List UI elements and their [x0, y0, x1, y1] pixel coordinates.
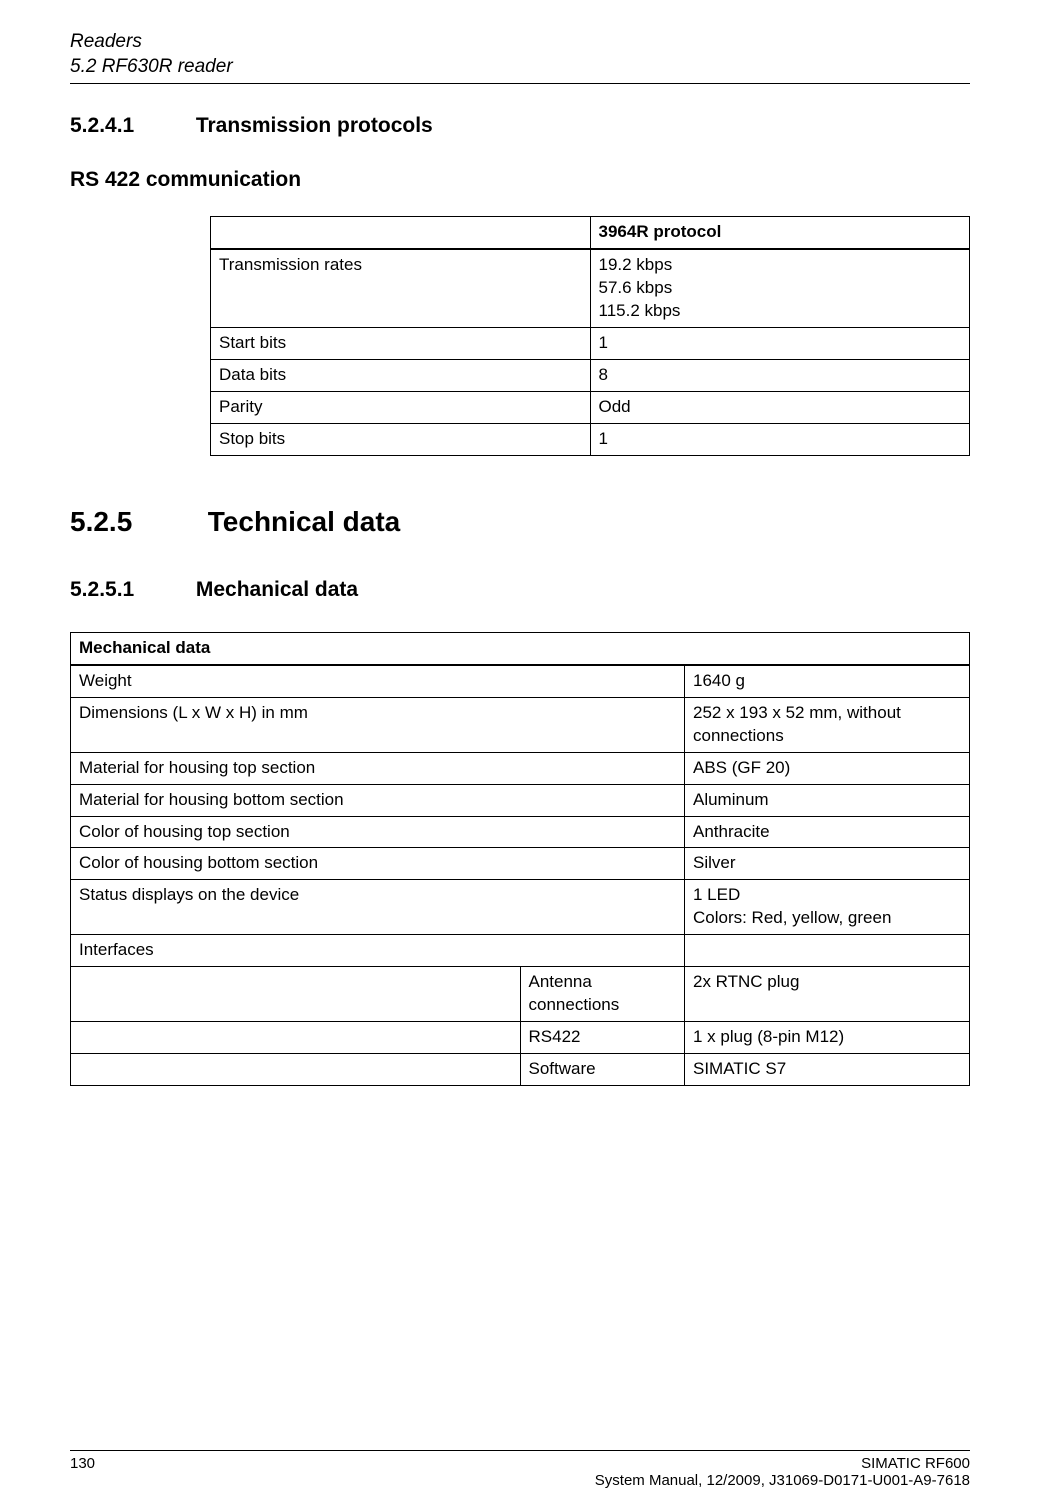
- cell-label: Material for housing bottom section: [71, 784, 685, 816]
- cell-label: Start bits: [211, 328, 591, 360]
- heading-text: Transmission protocols: [196, 114, 433, 137]
- cell-label: Parity: [211, 392, 591, 424]
- table-row: Data bits 8: [211, 360, 970, 392]
- subheading-rs422: RS 422 communication: [70, 168, 970, 192]
- heading-number: 5.2.5.1: [70, 578, 190, 602]
- table-row: Material for housing bottom section Alum…: [71, 784, 970, 816]
- indent-cell: [71, 1054, 521, 1086]
- cell-value: 1: [590, 423, 970, 455]
- cell-value: Anthracite: [684, 816, 969, 848]
- protocol-table-header-blank: [211, 217, 591, 249]
- cell-label: Interfaces: [71, 935, 685, 967]
- table-row: Weight 1640 g: [71, 665, 970, 697]
- table-row: Transmission rates 19.2 kbps 57.6 kbps 1…: [211, 249, 970, 327]
- heading-5-2-4-1: 5.2.4.1 Transmission protocols: [70, 114, 970, 138]
- heading-text: Technical data: [208, 506, 400, 537]
- footer-doc-title: SIMATIC RF600: [595, 1455, 970, 1472]
- header-rule: [70, 83, 970, 84]
- footer-rule: [70, 1450, 970, 1451]
- cell-value: 1: [590, 328, 970, 360]
- table-row: Start bits 1: [211, 328, 970, 360]
- cell-value: 2x RTNC plug: [684, 967, 969, 1022]
- table-row: Material for housing top section ABS (GF…: [71, 752, 970, 784]
- table-row: Color of housing bottom section Silver: [71, 848, 970, 880]
- cell-label: RS422: [520, 1022, 684, 1054]
- table-row: Interfaces: [71, 935, 970, 967]
- table-row: RS422 1 x plug (8-pin M12): [71, 1022, 970, 1054]
- cell-label: Data bits: [211, 360, 591, 392]
- cell-label: Software: [520, 1054, 684, 1086]
- table-row: Software SIMATIC S7: [71, 1054, 970, 1086]
- cell-label: Color of housing bottom section: [71, 848, 685, 880]
- cell-value: 1 x plug (8-pin M12): [684, 1022, 969, 1054]
- table-row: Stop bits 1: [211, 423, 970, 455]
- cell-value: 252 x 193 x 52 mm, without connections: [684, 697, 969, 752]
- cell-label: Antenna connections: [520, 967, 684, 1022]
- table-row: Status displays on the device 1 LED Colo…: [71, 880, 970, 935]
- cell-value: Silver: [684, 848, 969, 880]
- indent-cell: [71, 967, 521, 1022]
- header-title: Readers: [70, 30, 970, 55]
- cell-label: Material for housing top section: [71, 752, 685, 784]
- page-footer: 130 SIMATIC RF600 System Manual, 12/2009…: [70, 1450, 970, 1489]
- cell-value: Aluminum: [684, 784, 969, 816]
- footer-page-number: 130: [70, 1455, 95, 1489]
- cell-value: 8: [590, 360, 970, 392]
- footer-doc-info: System Manual, 12/2009, J31069-D0171-U00…: [595, 1472, 970, 1489]
- cell-label: Weight: [71, 665, 685, 697]
- cell-value: 19.2 kbps 57.6 kbps 115.2 kbps: [590, 249, 970, 327]
- cell-label: Color of housing top section: [71, 816, 685, 848]
- table-row: Antenna connections 2x RTNC plug: [71, 967, 970, 1022]
- heading-5-2-5: 5.2.5 Technical data: [70, 506, 970, 538]
- heading-number: 5.2.5: [70, 506, 200, 538]
- cell-value: ABS (GF 20): [684, 752, 969, 784]
- table-row: Dimensions (L x W x H) in mm 252 x 193 x…: [71, 697, 970, 752]
- cell-label: Stop bits: [211, 423, 591, 455]
- cell-value: [684, 935, 969, 967]
- cell-value: SIMATIC S7: [684, 1054, 969, 1086]
- table-row: Color of housing top section Anthracite: [71, 816, 970, 848]
- cell-value: 1640 g: [684, 665, 969, 697]
- cell-value: 1 LED Colors: Red, yellow, green: [684, 880, 969, 935]
- cell-label: Dimensions (L x W x H) in mm: [71, 697, 685, 752]
- cell-label: Transmission rates: [211, 249, 591, 327]
- header-subtitle: 5.2 RF630R reader: [70, 55, 970, 80]
- indent-cell: [71, 1022, 521, 1054]
- running-header: Readers 5.2 RF630R reader: [70, 30, 970, 84]
- heading-5-2-5-1: 5.2.5.1 Mechanical data: [70, 578, 970, 602]
- heading-text: Mechanical data: [196, 578, 358, 601]
- table-row: Parity Odd: [211, 392, 970, 424]
- mech-table-header: Mechanical data: [71, 632, 970, 664]
- protocol-table: 3964R protocol Transmission rates 19.2 k…: [210, 216, 970, 456]
- cell-value: Odd: [590, 392, 970, 424]
- mechanical-data-table: Mechanical data Weight 1640 g Dimensions…: [70, 632, 970, 1086]
- heading-number: 5.2.4.1: [70, 114, 190, 138]
- cell-label: Status displays on the device: [71, 880, 685, 935]
- protocol-table-header-col2: 3964R protocol: [590, 217, 970, 249]
